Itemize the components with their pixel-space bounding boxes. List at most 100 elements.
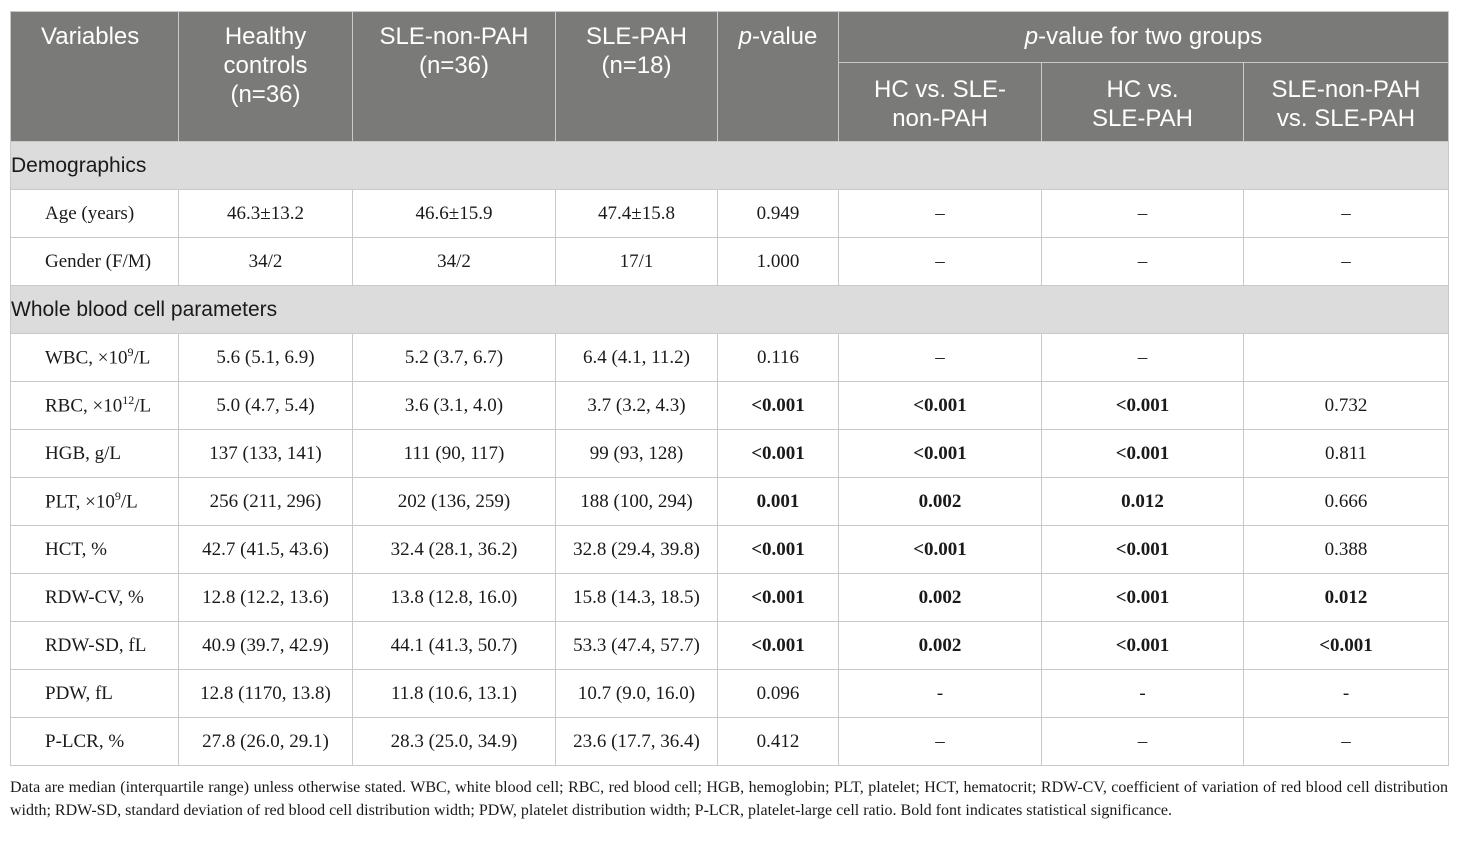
label-post: /L [133, 347, 151, 369]
cell-c2: <0.001 [1041, 525, 1244, 574]
label-pre: WBC, ×10 [45, 347, 128, 369]
table-row: HCT, % 42.7 (41.5, 43.6) 32.4 (28.1, 36.… [10, 525, 1450, 574]
label-post: /L [120, 491, 138, 513]
row-label: P-LCR, % [10, 717, 179, 766]
table-row: P-LCR, % 27.8 (26.0, 29.1) 28.3 (25.0, 3… [10, 717, 1450, 766]
section-row-blood-parameters: Whole blood cell parameters [9, 285, 1450, 334]
cell-p: 0.412 [717, 717, 839, 766]
label-sup: 9 [114, 489, 121, 504]
header-healthy-controls: Healthy controls (n=36) [178, 11, 353, 142]
table-row: Age (years) 46.3±13.2 46.6±15.9 47.4±15.… [10, 189, 1450, 238]
header-p-rest: -value [751, 23, 818, 50]
cell-non-pah: 3.6 (3.1, 4.0) [352, 381, 556, 430]
cell-p: 0.949 [717, 189, 839, 238]
section-row-demographics: Demographics [9, 141, 1450, 190]
header-group-rest: -value for two groups [1038, 23, 1263, 50]
table-container: Variables Healthy controls (n=36) SLE-no… [9, 11, 1450, 766]
label-sup: 12 [122, 393, 135, 408]
header-sle-pah: SLE-PAH (n=18) [555, 11, 718, 142]
section-title: Whole blood cell parameters [9, 285, 1450, 334]
row-label: PLT, ×109/L [10, 477, 179, 526]
cell-hc: 5.6 (5.1, 6.9) [178, 333, 353, 382]
cell-c1: 0.002 [838, 573, 1042, 622]
header-hc-vs-non-pah: HC vs. SLE-non-PAH [838, 62, 1042, 142]
table-header: Variables Healthy controls (n=36) SLE-no… [10, 11, 1450, 142]
row-label: Age (years) [10, 189, 179, 238]
cell-non-pah: 13.8 (12.8, 16.0) [352, 573, 556, 622]
cell-p: 1.000 [717, 237, 839, 286]
header-sle-non-pah: SLE-non-PAH (n=36) [352, 11, 556, 142]
header-non-pah-vs-pah: SLE-non-PAH vs. SLE-PAH [1242, 62, 1450, 142]
cell-c1: – [838, 717, 1042, 766]
table-row: PLT, ×109/L 256 (211, 296) 202 (136, 259… [10, 477, 1450, 526]
cell-pah: 6.4 (4.1, 11.2) [555, 333, 718, 382]
cell-p: <0.001 [717, 381, 839, 430]
cell-p: 0.096 [717, 669, 839, 718]
header-variables: Variables [10, 11, 179, 142]
header-p-value: p-value [717, 11, 839, 142]
header-p-value-two-groups: p-value for two groups [837, 11, 1450, 63]
cell-non-pah: 46.6±15.9 [352, 189, 556, 238]
cell-pah: 53.3 (47.4, 57.7) [555, 621, 718, 670]
cell-c2: <0.001 [1041, 381, 1244, 430]
cell-c1: 0.002 [838, 621, 1042, 670]
cell-pah: 99 (93, 128) [555, 429, 718, 478]
table-row: RBC, ×1012/L 5.0 (4.7, 5.4) 3.6 (3.1, 4.… [10, 381, 1450, 430]
cell-pah: 3.7 (3.2, 4.3) [555, 381, 718, 430]
row-label: HCT, % [10, 525, 179, 574]
cell-non-pah: 34/2 [352, 237, 556, 286]
cell-c2: – [1041, 333, 1244, 382]
table-footnote: Data are median (interquartile range) un… [10, 779, 1448, 819]
header-hc-vs-pah: HC vs. SLE-PAH [1041, 62, 1244, 142]
row-label: HGB, g/L [10, 429, 179, 478]
cell-c2: – [1041, 189, 1244, 238]
cell-non-pah: 28.3 (25.0, 34.9) [352, 717, 556, 766]
table-row: PDW, fL 12.8 (1170, 13.8) 11.8 (10.6, 13… [10, 669, 1450, 718]
cell-c3: 0.388 [1242, 525, 1450, 574]
cell-hc: 256 (211, 296) [178, 477, 353, 526]
cell-c2: 0.012 [1041, 477, 1244, 526]
label-sup: 9 [127, 345, 134, 360]
data-table: Variables Healthy controls (n=36) SLE-no… [9, 11, 1450, 766]
cell-hc: 34/2 [178, 237, 353, 286]
cell-c3: – [1242, 189, 1450, 238]
cell-non-pah: 44.1 (41.3, 50.7) [352, 621, 556, 670]
row-label: Gender (F/M) [10, 237, 179, 286]
cell-pah: 17/1 [555, 237, 718, 286]
table-row: HGB, g/L 137 (133, 141) 111 (90, 117) 99… [10, 429, 1450, 478]
cell-pah: 188 (100, 294) [555, 477, 718, 526]
cell-c1: <0.001 [838, 525, 1042, 574]
cell-p: <0.001 [717, 429, 839, 478]
cell-pah: 15.8 (14.3, 18.5) [555, 573, 718, 622]
cell-non-pah: 111 (90, 117) [352, 429, 556, 478]
cell-c3: – [1242, 717, 1450, 766]
cell-c2: – [1041, 717, 1244, 766]
cell-c2: <0.001 [1041, 621, 1244, 670]
cell-c3 [1242, 333, 1450, 382]
cell-p: 0.116 [717, 333, 839, 382]
cell-non-pah: 202 (136, 259) [352, 477, 556, 526]
header-group-italic: p [1024, 23, 1039, 50]
section-title: Demographics [9, 141, 1450, 190]
cell-c1: – [838, 237, 1042, 286]
table-row: WBC, ×109/L 5.6 (5.1, 6.9) 5.2 (3.7, 6.7… [10, 333, 1450, 382]
cell-c1: – [838, 189, 1042, 238]
cell-c1: <0.001 [838, 381, 1042, 430]
cell-pah: 32.8 (29.4, 39.8) [555, 525, 718, 574]
cell-hc: 5.0 (4.7, 5.4) [178, 381, 353, 430]
cell-c3: 0.012 [1242, 573, 1450, 622]
row-label: RBC, ×1012/L [10, 381, 179, 430]
cell-hc: 12.8 (12.2, 13.6) [178, 573, 353, 622]
cell-hc: 42.7 (41.5, 43.6) [178, 525, 353, 574]
row-label: PDW, fL [10, 669, 179, 718]
row-label: WBC, ×109/L [10, 333, 179, 382]
cell-c2: - [1041, 669, 1244, 718]
label-pre: RBC, ×10 [45, 395, 123, 417]
cell-hc: 12.8 (1170, 13.8) [178, 669, 353, 718]
cell-c3: 0.732 [1242, 381, 1450, 430]
table-row: Gender (F/M) 34/2 34/2 17/1 1.000 – – – [10, 237, 1450, 286]
cell-c3: - [1242, 669, 1450, 718]
cell-c3: – [1242, 237, 1450, 286]
cell-c1: <0.001 [838, 429, 1042, 478]
cell-pah: 47.4±15.8 [555, 189, 718, 238]
